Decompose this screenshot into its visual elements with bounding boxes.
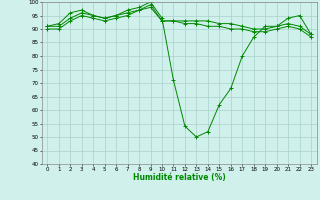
- X-axis label: Humidité relative (%): Humidité relative (%): [133, 173, 226, 182]
